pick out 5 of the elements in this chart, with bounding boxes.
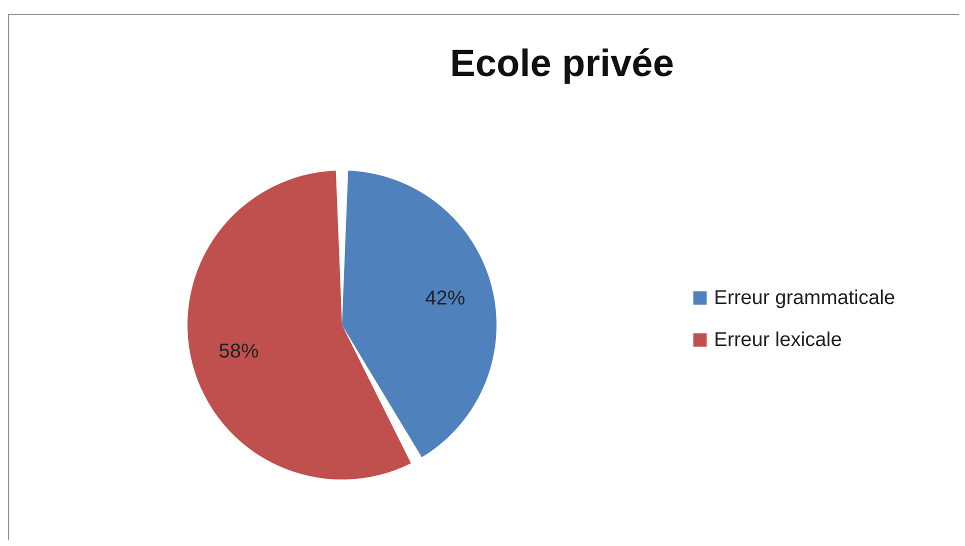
chart-title: Ecole privée — [450, 43, 674, 85]
legend-label: Erreur grammaticale — [714, 287, 896, 309]
data-label: 42% — [425, 288, 466, 310]
legend-label: Erreur lexicale — [714, 329, 842, 351]
data-label: 58% — [218, 340, 260, 362]
